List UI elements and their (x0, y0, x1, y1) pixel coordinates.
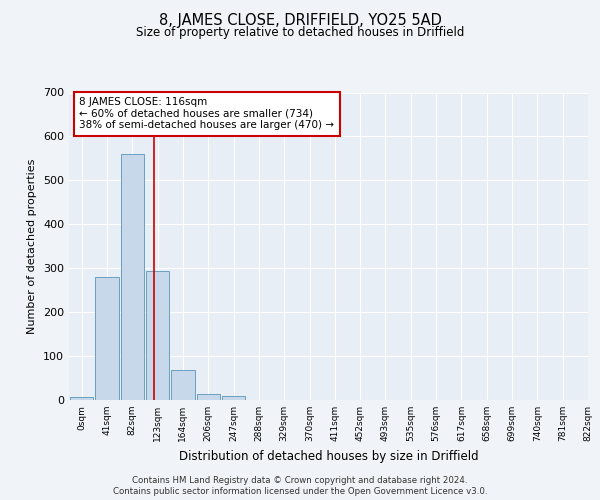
Text: Size of property relative to detached houses in Driffield: Size of property relative to detached ho… (136, 26, 464, 39)
Bar (121, 154, 144, 400)
Bar (171, 370, 194, 400)
X-axis label: Distribution of detached houses by size in Driffield: Distribution of detached houses by size … (179, 450, 478, 462)
Y-axis label: Number of detached properties: Number of detached properties (28, 158, 37, 334)
Bar (146, 272, 169, 400)
Text: 8, JAMES CLOSE, DRIFFIELD, YO25 5AD: 8, JAMES CLOSE, DRIFFIELD, YO25 5AD (158, 12, 442, 28)
Bar (95, 276, 119, 400)
Bar (70, 397, 94, 400)
Text: 8 JAMES CLOSE: 116sqm
← 60% of detached houses are smaller (734)
38% of semi-det: 8 JAMES CLOSE: 116sqm ← 60% of detached … (79, 97, 334, 130)
Bar (222, 396, 245, 400)
Bar (197, 394, 220, 400)
Text: Contains public sector information licensed under the Open Government Licence v3: Contains public sector information licen… (113, 487, 487, 496)
Text: Contains HM Land Registry data © Crown copyright and database right 2024.: Contains HM Land Registry data © Crown c… (132, 476, 468, 485)
